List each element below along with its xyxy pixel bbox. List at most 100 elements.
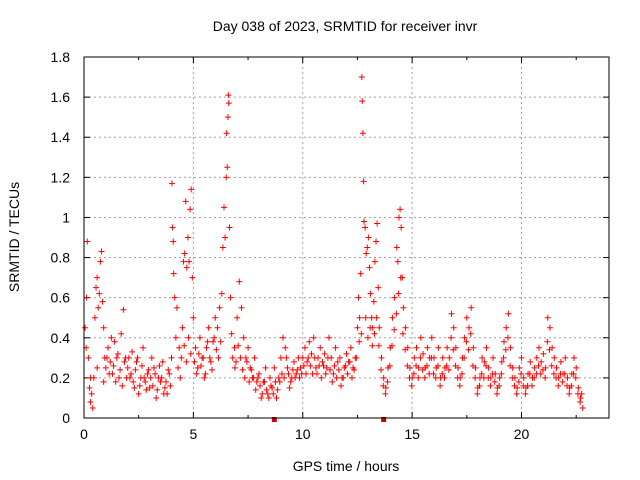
data-point bbox=[224, 114, 231, 121]
data-point bbox=[144, 370, 151, 377]
data-point bbox=[206, 354, 213, 361]
data-point bbox=[282, 344, 289, 351]
data-point bbox=[368, 314, 375, 321]
data-point bbox=[167, 382, 174, 389]
data-point bbox=[235, 342, 242, 349]
data-point bbox=[322, 370, 329, 377]
data-point bbox=[194, 364, 201, 371]
data-point bbox=[103, 354, 110, 361]
y-tick-label: 1.2 bbox=[51, 169, 71, 185]
data-point bbox=[108, 334, 115, 341]
data-point bbox=[366, 264, 373, 271]
data-point bbox=[276, 378, 283, 385]
data-point bbox=[211, 334, 218, 341]
data-point bbox=[342, 362, 349, 369]
data-point bbox=[257, 382, 264, 389]
data-point bbox=[461, 334, 468, 341]
data-point bbox=[264, 390, 271, 397]
data-point bbox=[271, 364, 278, 371]
data-point bbox=[187, 206, 194, 213]
data-point bbox=[262, 364, 269, 371]
data-point bbox=[490, 354, 497, 361]
data-point bbox=[163, 378, 170, 385]
data-point bbox=[361, 218, 367, 225]
data-point bbox=[303, 370, 310, 377]
data-point bbox=[218, 290, 225, 297]
data-point bbox=[551, 354, 558, 361]
x-tick-label: 5 bbox=[189, 426, 197, 442]
data-point bbox=[149, 382, 156, 389]
data-point bbox=[430, 370, 437, 377]
data-point bbox=[553, 364, 560, 371]
data-point bbox=[370, 298, 377, 305]
data-point bbox=[417, 334, 424, 341]
data-point bbox=[344, 370, 351, 377]
data-point bbox=[513, 390, 520, 397]
data-point bbox=[300, 362, 307, 369]
data-point bbox=[96, 290, 103, 297]
data-point bbox=[291, 358, 297, 365]
data-point bbox=[575, 384, 582, 391]
x-tick-label: 20 bbox=[514, 426, 530, 442]
data-point bbox=[553, 374, 560, 381]
data-point bbox=[138, 362, 145, 369]
data-point bbox=[185, 334, 192, 341]
data-point bbox=[169, 224, 176, 231]
data-point bbox=[166, 370, 173, 377]
data-point bbox=[546, 324, 553, 331]
data-point bbox=[402, 324, 409, 331]
data-point bbox=[175, 364, 182, 371]
data-point bbox=[261, 378, 268, 385]
data-point bbox=[375, 342, 382, 349]
data-point bbox=[242, 354, 249, 361]
data-point bbox=[143, 386, 150, 393]
data-point bbox=[402, 346, 409, 353]
data-point bbox=[274, 386, 281, 393]
y-tick-label: 0.6 bbox=[51, 290, 71, 306]
data-point bbox=[180, 258, 187, 265]
data-point bbox=[238, 304, 245, 311]
data-point bbox=[229, 354, 236, 361]
data-point bbox=[520, 374, 527, 381]
data-point bbox=[542, 374, 549, 381]
data-point bbox=[89, 404, 96, 411]
data-point bbox=[265, 394, 272, 401]
data-point bbox=[459, 370, 465, 377]
data-point bbox=[371, 258, 378, 265]
data-point bbox=[88, 390, 95, 397]
data-point bbox=[301, 344, 308, 351]
data-point bbox=[469, 362, 476, 369]
data-point bbox=[351, 366, 358, 373]
data-point bbox=[437, 382, 444, 389]
data-point bbox=[373, 238, 380, 245]
data-point bbox=[94, 274, 101, 281]
data-point bbox=[284, 364, 291, 371]
data-point bbox=[200, 354, 207, 361]
data-point bbox=[310, 334, 317, 341]
data-point bbox=[359, 130, 366, 137]
data-point bbox=[466, 324, 472, 331]
data-point bbox=[193, 370, 200, 377]
data-point bbox=[450, 346, 457, 353]
data-point bbox=[225, 92, 232, 99]
data-point bbox=[478, 370, 485, 377]
data-point bbox=[380, 382, 387, 389]
data-point bbox=[376, 324, 383, 331]
data-point bbox=[222, 234, 229, 241]
data-point bbox=[140, 344, 147, 351]
data-point bbox=[192, 344, 199, 351]
data-point bbox=[404, 362, 411, 369]
data-point bbox=[186, 258, 192, 265]
y-tick-label: 0.8 bbox=[51, 250, 71, 266]
data-point bbox=[483, 362, 490, 369]
data-point bbox=[94, 364, 101, 371]
data-point bbox=[133, 358, 140, 365]
data-point bbox=[321, 350, 328, 357]
flagged-point bbox=[271, 417, 277, 422]
data-point bbox=[353, 354, 360, 361]
x-axis-label: GPS time / hours bbox=[293, 458, 400, 474]
y-tick-label: 0.4 bbox=[51, 330, 71, 346]
data-point bbox=[511, 382, 518, 389]
data-point bbox=[507, 362, 514, 369]
data-point bbox=[539, 366, 546, 373]
